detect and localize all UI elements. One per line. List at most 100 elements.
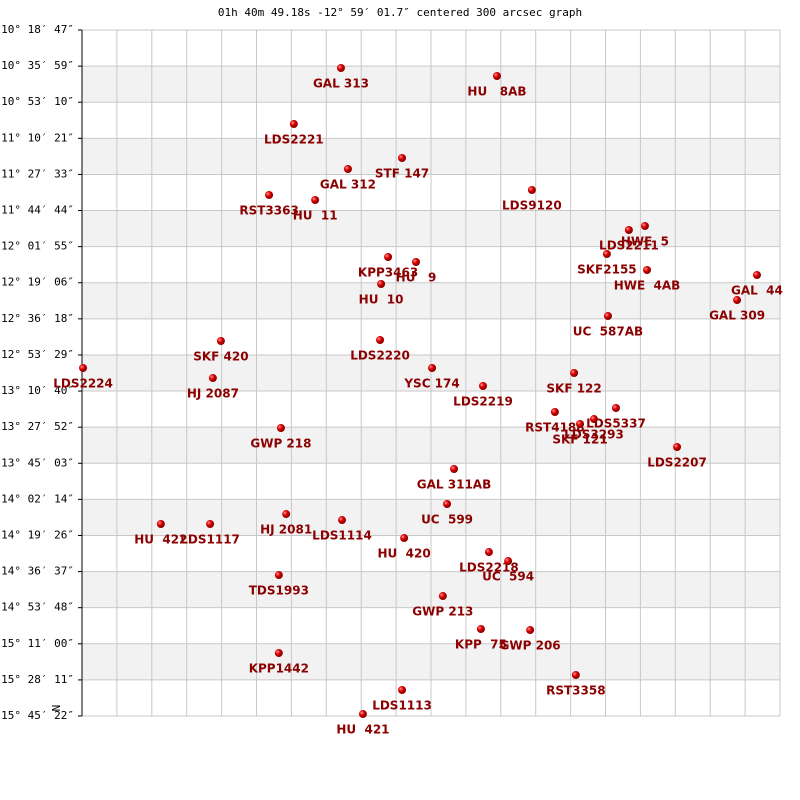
star (282, 510, 291, 519)
star (589, 415, 598, 424)
star (377, 280, 386, 289)
star (438, 592, 447, 601)
star-label: GWP 213 (412, 605, 473, 619)
y-tick-label: -10° 35′ 59″ (0, 59, 74, 72)
y-tick-label: -13° 27′ 52″ (0, 420, 74, 433)
star (274, 649, 283, 658)
star-label: RST4188 (525, 421, 584, 435)
star-label: LDS2211 (599, 239, 659, 253)
star (624, 226, 633, 235)
y-tick-label: -12° 53′ 29″ (0, 348, 74, 361)
star-label: HWE 4AB (614, 279, 681, 293)
north-label: N (50, 705, 63, 712)
y-tick-label: -13° 45′ 03″ (0, 456, 74, 469)
star (752, 271, 761, 280)
y-tick-label: -15° 45′ 22″ (0, 709, 74, 722)
star-label: HJ 2087 (187, 387, 239, 401)
star-label: LDS3293 (564, 428, 624, 442)
star (358, 710, 367, 719)
star (484, 548, 493, 557)
star (411, 258, 420, 267)
y-tick-label: -10° 18′ 47″ (0, 23, 74, 36)
star-label: HU 420 (378, 547, 431, 561)
star (208, 374, 217, 383)
y-tick-label: -14° 02′ 14″ (0, 492, 74, 505)
y-tick-label: -11° 10′ 21″ (0, 131, 74, 144)
star (570, 369, 579, 378)
star (640, 222, 649, 231)
star-label: LDS2218 (459, 561, 519, 575)
star (450, 465, 459, 474)
star-label: GAL 311AB (417, 478, 491, 492)
y-tick-label: -10° 53′ 10″ (0, 95, 74, 108)
star-label: LDS2220 (350, 349, 410, 363)
star-label: LDS5337 (586, 417, 646, 431)
star-label: LDS2221 (264, 133, 324, 147)
star-label: HU 8AB (467, 85, 526, 99)
star-label: GAL 44 (731, 284, 783, 298)
chart-title: 01h 40m 49.18s -12° 59′ 01.7″ centered 3… (218, 6, 582, 19)
star-label: HU 11 (293, 209, 338, 223)
star (602, 250, 611, 259)
star (476, 625, 485, 634)
star (479, 382, 488, 391)
y-tick-label: -13° 10′ 40″ (0, 384, 74, 397)
star-label: LDS1113 (372, 699, 432, 713)
star (79, 364, 88, 373)
star-label: KPP 75 (455, 638, 507, 652)
star-label: SKF2155 (577, 263, 637, 277)
star (576, 420, 585, 429)
y-tick-label: -15° 28′ 11″ (0, 673, 74, 686)
star (336, 64, 345, 73)
star (443, 500, 452, 509)
star-label: UC 587AB (573, 325, 643, 339)
star-label: LDS1117 (180, 533, 240, 547)
star (206, 520, 215, 529)
star (384, 253, 393, 262)
star (289, 120, 298, 129)
star-label: LDS2224 (53, 377, 113, 391)
star-label: SKF 420 (193, 350, 248, 364)
star (343, 165, 352, 174)
star-label: HWE 5 (621, 235, 669, 249)
star-label: STF 147 (375, 167, 429, 181)
star (428, 364, 437, 373)
y-tick-label: -12° 36′ 18″ (0, 312, 74, 325)
star-label: GWP 218 (250, 437, 311, 451)
y-tick-label: -14° 19′ 26″ (0, 528, 74, 541)
star (550, 408, 559, 417)
star-label: GWP 206 (500, 639, 561, 653)
star-label: KPP1442 (249, 662, 309, 676)
star-label: SKF 121 (552, 433, 607, 447)
star (733, 296, 742, 305)
star-label: GAL 313 (313, 77, 369, 91)
y-tick-label: -12° 01′ 55″ (0, 240, 74, 253)
star-label: LDS1114 (312, 529, 372, 543)
star-label: HU 9 (396, 271, 437, 285)
star (611, 404, 620, 413)
y-tick-label: -12° 19′ 06″ (0, 276, 74, 289)
star (526, 626, 535, 635)
star (527, 186, 536, 195)
star-label: LDS2207 (647, 456, 707, 470)
star (274, 571, 283, 580)
star-label: HU 422 (134, 533, 187, 547)
star (504, 557, 513, 566)
star-label: GAL 309 (709, 309, 765, 323)
star-label: RST3358 (546, 684, 605, 698)
star-label: UC 599 (421, 513, 473, 527)
star-label: HU 10 (359, 293, 404, 307)
star-label: LDS9120 (502, 199, 562, 213)
y-tick-label: -14° 53′ 48″ (0, 601, 74, 614)
star (398, 686, 407, 695)
star (492, 72, 501, 81)
y-tick-label: -14° 36′ 37″ (0, 565, 74, 578)
y-tick-label: -11° 27′ 33″ (0, 167, 74, 180)
star (311, 196, 320, 205)
star (643, 266, 652, 275)
star (603, 312, 612, 321)
star (156, 520, 165, 529)
star-label: TDS1993 (249, 584, 309, 598)
star-label: HJ 2081 (260, 523, 312, 537)
